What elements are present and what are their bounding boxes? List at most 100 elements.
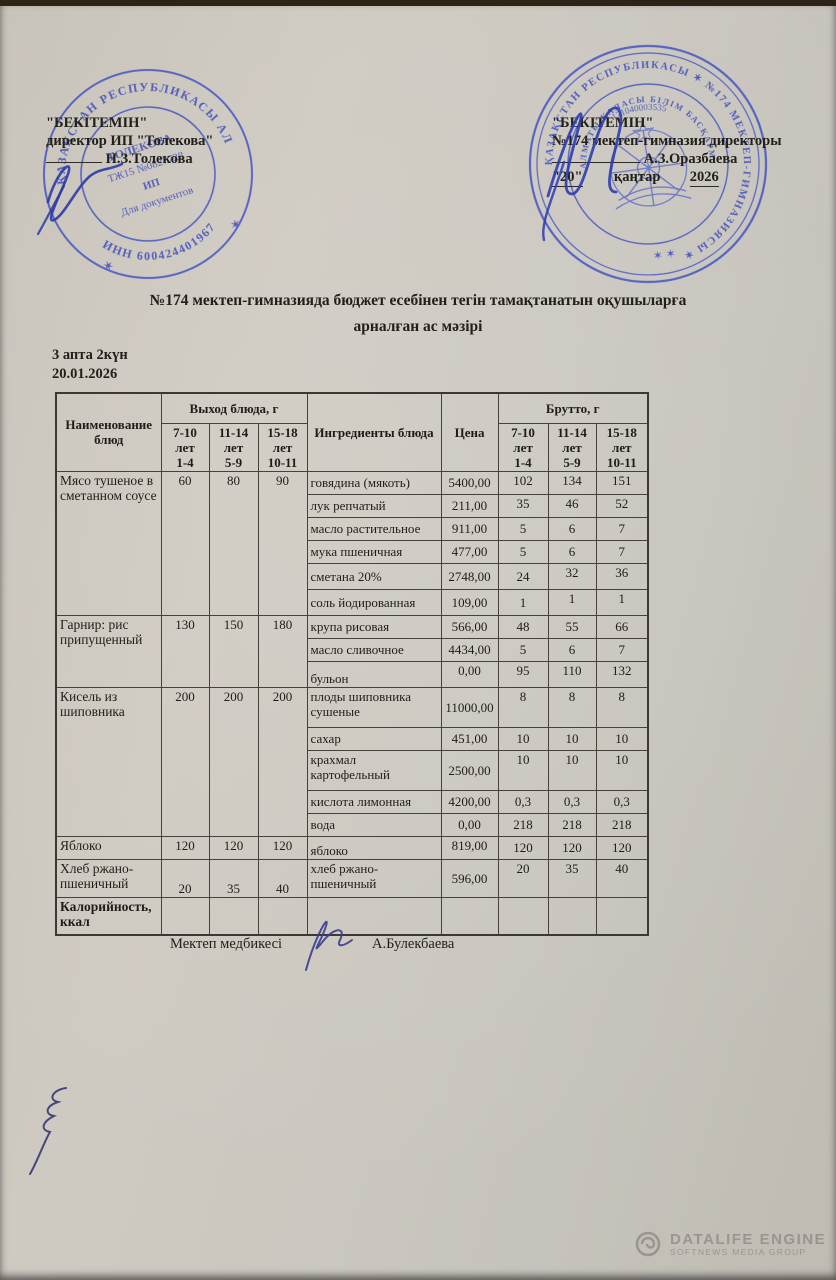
ingredient-name: яблоко [306, 835, 442, 860]
dish-output-1: 120 [160, 835, 210, 860]
brutto-3: 132 [595, 660, 649, 688]
ingredient-name: крупа рисовая [306, 614, 442, 639]
empty-cell [497, 896, 549, 936]
brutto-3: 52 [595, 493, 649, 518]
brutto-2: 6 [547, 516, 597, 541]
ingredient-price: 911,00 [440, 516, 499, 541]
watermark-line1: DATALIFE ENGINE [670, 1230, 827, 1248]
brutto-2: 218 [547, 812, 597, 837]
col-header-age1-brutto: 7-10 лет 1-4 [497, 422, 549, 472]
ingredient-name: кислота лимонная [306, 789, 442, 814]
empty-cell [208, 896, 259, 936]
col-header-price: Цена [440, 392, 499, 472]
brutto-1: 102 [497, 470, 549, 495]
col-header-output: Выход блюда, г [160, 392, 308, 424]
approval-left-role: директор ИП "Толекова" [46, 133, 214, 149]
brutto-1: 48 [497, 614, 549, 639]
brutto-2: 1 [547, 588, 597, 616]
ingredient-name: крахмал картофельный [306, 749, 442, 791]
col-header-age2-brutto: 11-14 лет 5-9 [547, 422, 597, 472]
ingredient-price: 0,00 [440, 812, 499, 837]
dish-name: Яблоко [55, 835, 162, 860]
dish-name: Хлеб ржано-пшеничный [55, 858, 162, 898]
brutto-1: 0,3 [497, 789, 549, 814]
empty-cell [306, 896, 442, 936]
ingredient-name: сметана 20% [306, 562, 442, 590]
brutto-3: 218 [595, 812, 649, 837]
dish-name: Кисель из шиповника [55, 686, 162, 837]
left-stamp-center-3: ИП [141, 176, 161, 193]
ingredient-price: 0,00 [440, 660, 499, 688]
ingredient-price: 211,00 [440, 493, 499, 518]
ingredient-price: 5400,00 [440, 470, 499, 495]
approval-left-name: Н.З.Толекова [105, 151, 193, 167]
brutto-3: 10 [595, 749, 649, 791]
dish-output-3: 120 [257, 835, 308, 860]
brutto-3: 7 [595, 516, 649, 541]
datalife-logo-icon [635, 1231, 661, 1257]
brutto-2: 10 [547, 749, 597, 791]
brutto-2: 10 [547, 726, 597, 751]
ingredient-name: масло сливочное [306, 637, 442, 662]
dish-output-3: 90 [257, 470, 308, 616]
watermark: DATALIFE ENGINE SOFTNEWS MEDIA GROUP [634, 1230, 826, 1258]
nurse-signature-ink [305, 920, 353, 971]
brutto-3: 36 [595, 562, 649, 590]
date-month: қаңтар [613, 169, 661, 185]
dish-output-1: 130 [160, 614, 210, 688]
ingredient-price: 819,00 [440, 835, 499, 860]
ingredient-name: бульон [306, 660, 442, 688]
brutto-2: 6 [547, 539, 597, 564]
dish-output-2: 80 [208, 470, 259, 616]
week-label: 3 апта 2күн [52, 347, 128, 363]
brutto-1: 10 [497, 749, 549, 791]
date-year: 2026 [689, 169, 719, 187]
signature-right-ink [542, 106, 623, 242]
dish-output-3: 200 [257, 686, 308, 837]
brutto-3: 1 [595, 588, 649, 616]
ingredient-price: 11000,00 [440, 686, 499, 728]
col-header-name: Наименование блюд [55, 392, 162, 472]
ingredient-price: 477,00 [440, 539, 499, 564]
brutto-1: 10 [497, 726, 549, 751]
brutto-1: 95 [497, 660, 549, 688]
brutto-2: 134 [547, 470, 597, 495]
brutto-3: 7 [595, 539, 649, 564]
right-stamp-stars: ✶ ✶ [652, 246, 677, 263]
signature-line-right [552, 150, 640, 163]
ingredient-name: хлеб ржано-пшеничный [306, 858, 442, 898]
brutto-3: 8 [595, 686, 649, 728]
ingredient-name: соль йодированная [306, 588, 442, 616]
watermark-line2: SOFTNEWS MEDIA GROUP [670, 1246, 807, 1257]
empty-cell [595, 896, 649, 936]
dish-name: Гарнир: рис припущенный [55, 614, 162, 688]
brutto-1: 35 [497, 493, 549, 518]
col-header-age2-output: 11-14 лет 5-9 [208, 422, 259, 472]
brutto-2: 6 [547, 637, 597, 662]
brutto-2: 120 [547, 835, 597, 860]
brutto-2: 8 [547, 686, 597, 728]
left-stamp-star2: ✶ [228, 217, 244, 235]
brutto-3: 66 [595, 614, 649, 639]
dish-name: Мясо тушеное в сметанном соусе [55, 470, 162, 616]
dish-output-2: 150 [208, 614, 259, 688]
brutto-1: 218 [497, 812, 549, 837]
dish-output-2: 35 [208, 858, 259, 898]
ingredient-name: говядина (мякоть) [306, 470, 442, 495]
brutto-3: 7 [595, 637, 649, 662]
ingredient-price: 596,00 [440, 858, 499, 898]
brutto-1: 8 [497, 686, 549, 728]
brutto-1: 24 [497, 562, 549, 590]
ingredient-name: лук репчатый [306, 493, 442, 518]
ingredient-name: сахар [306, 726, 442, 751]
empty-cell [257, 896, 308, 936]
ingredient-name: масло растительное [306, 516, 442, 541]
ingredient-name: вода [306, 812, 442, 837]
left-stamp-star: ✶ [101, 258, 117, 276]
dish-name: Калорийность, ккал [55, 896, 162, 936]
dish-output-3: 40 [257, 858, 308, 898]
approval-right-date: "20" қаңтар 2026 [552, 168, 782, 187]
emblem-icon [609, 121, 692, 210]
nurse-name: А.Булекбаева [372, 936, 455, 952]
brutto-2: 35 [547, 858, 597, 898]
